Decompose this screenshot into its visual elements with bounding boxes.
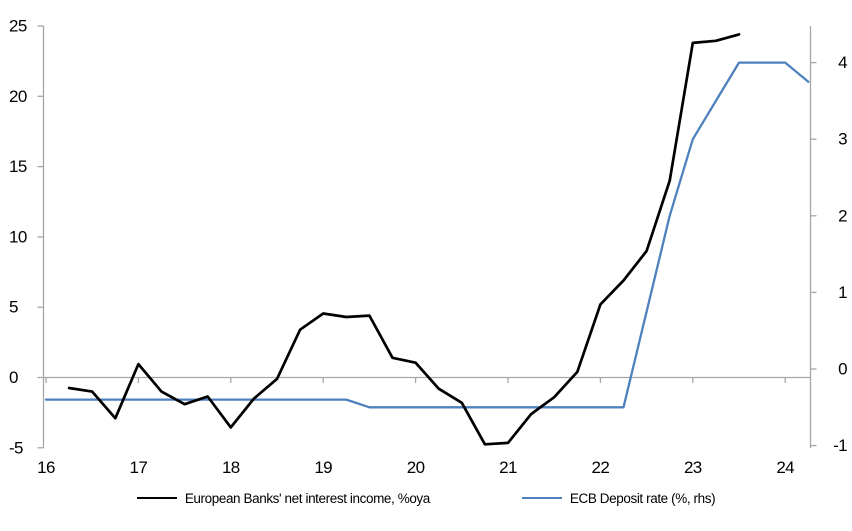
svg-text:23: 23 xyxy=(684,458,702,477)
legend-item-net-interest-income: European Banks' net interest income, %oy… xyxy=(136,490,430,506)
black-line-swatch xyxy=(136,496,177,500)
blue-line-swatch xyxy=(521,496,562,500)
svg-text:5: 5 xyxy=(9,298,18,317)
legend-item-ecb-deposit-rate: ECB Deposit rate (%, rhs) xyxy=(521,490,716,506)
svg-text:22: 22 xyxy=(592,458,610,477)
svg-text:1: 1 xyxy=(838,283,847,302)
svg-text:17: 17 xyxy=(130,458,148,477)
svg-text:2: 2 xyxy=(838,206,847,225)
svg-text:10: 10 xyxy=(9,227,27,246)
svg-text:21: 21 xyxy=(499,458,517,477)
svg-text:18: 18 xyxy=(222,458,240,477)
svg-text:-1: -1 xyxy=(833,436,847,455)
svg-text:20: 20 xyxy=(9,87,27,106)
svg-text:24: 24 xyxy=(776,458,794,477)
svg-text:19: 19 xyxy=(314,458,332,477)
svg-text:15: 15 xyxy=(9,157,27,176)
legend-label-ecb-deposit-rate: ECB Deposit rate (%, rhs) xyxy=(569,490,716,506)
svg-text:-5: -5 xyxy=(9,438,23,457)
svg-text:20: 20 xyxy=(407,458,425,477)
series-net-interest-income-line xyxy=(67,33,741,446)
right-axis: 4 3 2 1 0 -1 xyxy=(809,26,848,455)
svg-text:16: 16 xyxy=(37,458,55,477)
x-axis: 16 17 18 19 20 21 22 23 24 xyxy=(37,377,795,477)
svg-text:3: 3 xyxy=(838,130,847,149)
svg-text:25: 25 xyxy=(9,17,27,36)
left-axis: 25 20 15 10 5 0 -5 xyxy=(9,17,45,457)
series-ecb-deposit-rate-line xyxy=(44,61,810,409)
legend: European Banks' net interest income, %oy… xyxy=(0,487,852,509)
svg-text:0: 0 xyxy=(9,368,18,387)
svg-text:4: 4 xyxy=(838,53,847,72)
legend-label-net-interest-income: European Banks' net interest income, %oy… xyxy=(184,490,430,506)
svg-text:0: 0 xyxy=(838,360,847,379)
